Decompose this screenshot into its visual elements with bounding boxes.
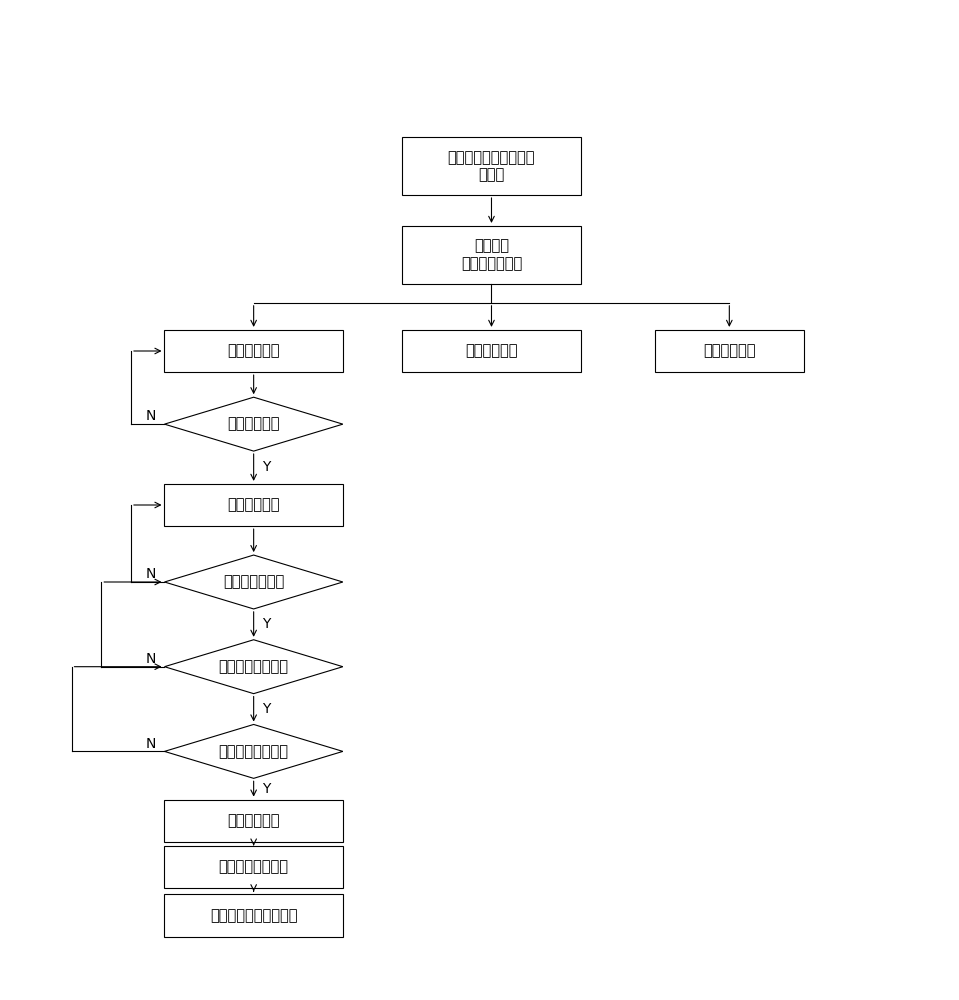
Text: N: N: [145, 409, 155, 423]
Text: 是否选择工具: 是否选择工具: [227, 417, 280, 432]
Bar: [655, 330, 804, 372]
Text: 更新零件约束状态: 更新零件约束状态: [219, 859, 289, 874]
Text: N: N: [145, 737, 155, 751]
Text: Y: Y: [263, 617, 271, 631]
Text: 实操训练模块: 实操训练模块: [227, 344, 280, 359]
Text: 零件检测事件: 零件检测事件: [227, 497, 280, 512]
Bar: [403, 330, 580, 372]
Bar: [165, 846, 343, 888]
Polygon shape: [165, 640, 343, 694]
Text: 拆装演示模块: 拆装演示模块: [703, 344, 756, 359]
Text: 进入系统
设备库选择设备: 进入系统 设备库选择设备: [461, 239, 522, 271]
Polygon shape: [165, 397, 343, 451]
Bar: [403, 226, 580, 284]
Text: Y: Y: [263, 460, 271, 474]
Bar: [165, 484, 343, 526]
Text: 约束状态是否满足: 约束状态是否满足: [219, 744, 289, 759]
Text: Y: Y: [263, 782, 271, 796]
Polygon shape: [165, 724, 343, 778]
Text: 拆装动作函数: 拆装动作函数: [227, 813, 280, 828]
Bar: [165, 330, 343, 372]
Polygon shape: [165, 555, 343, 609]
Text: 当前零件拆装过程完成: 当前零件拆装过程完成: [210, 908, 297, 923]
Text: N: N: [145, 652, 155, 666]
Text: Y: Y: [263, 702, 271, 716]
Text: 拆装工具是否正确: 拆装工具是否正确: [219, 659, 289, 674]
Bar: [403, 137, 580, 195]
Bar: [165, 800, 343, 842]
Text: 结构说明模块: 结构说明模块: [465, 344, 518, 359]
Text: N: N: [145, 567, 155, 581]
Text: 头戴显示器及控制器正
确配置: 头戴显示器及控制器正 确配置: [448, 150, 535, 182]
Bar: [165, 894, 343, 937]
Text: 是否在拆装范围: 是否在拆装范围: [223, 574, 284, 589]
